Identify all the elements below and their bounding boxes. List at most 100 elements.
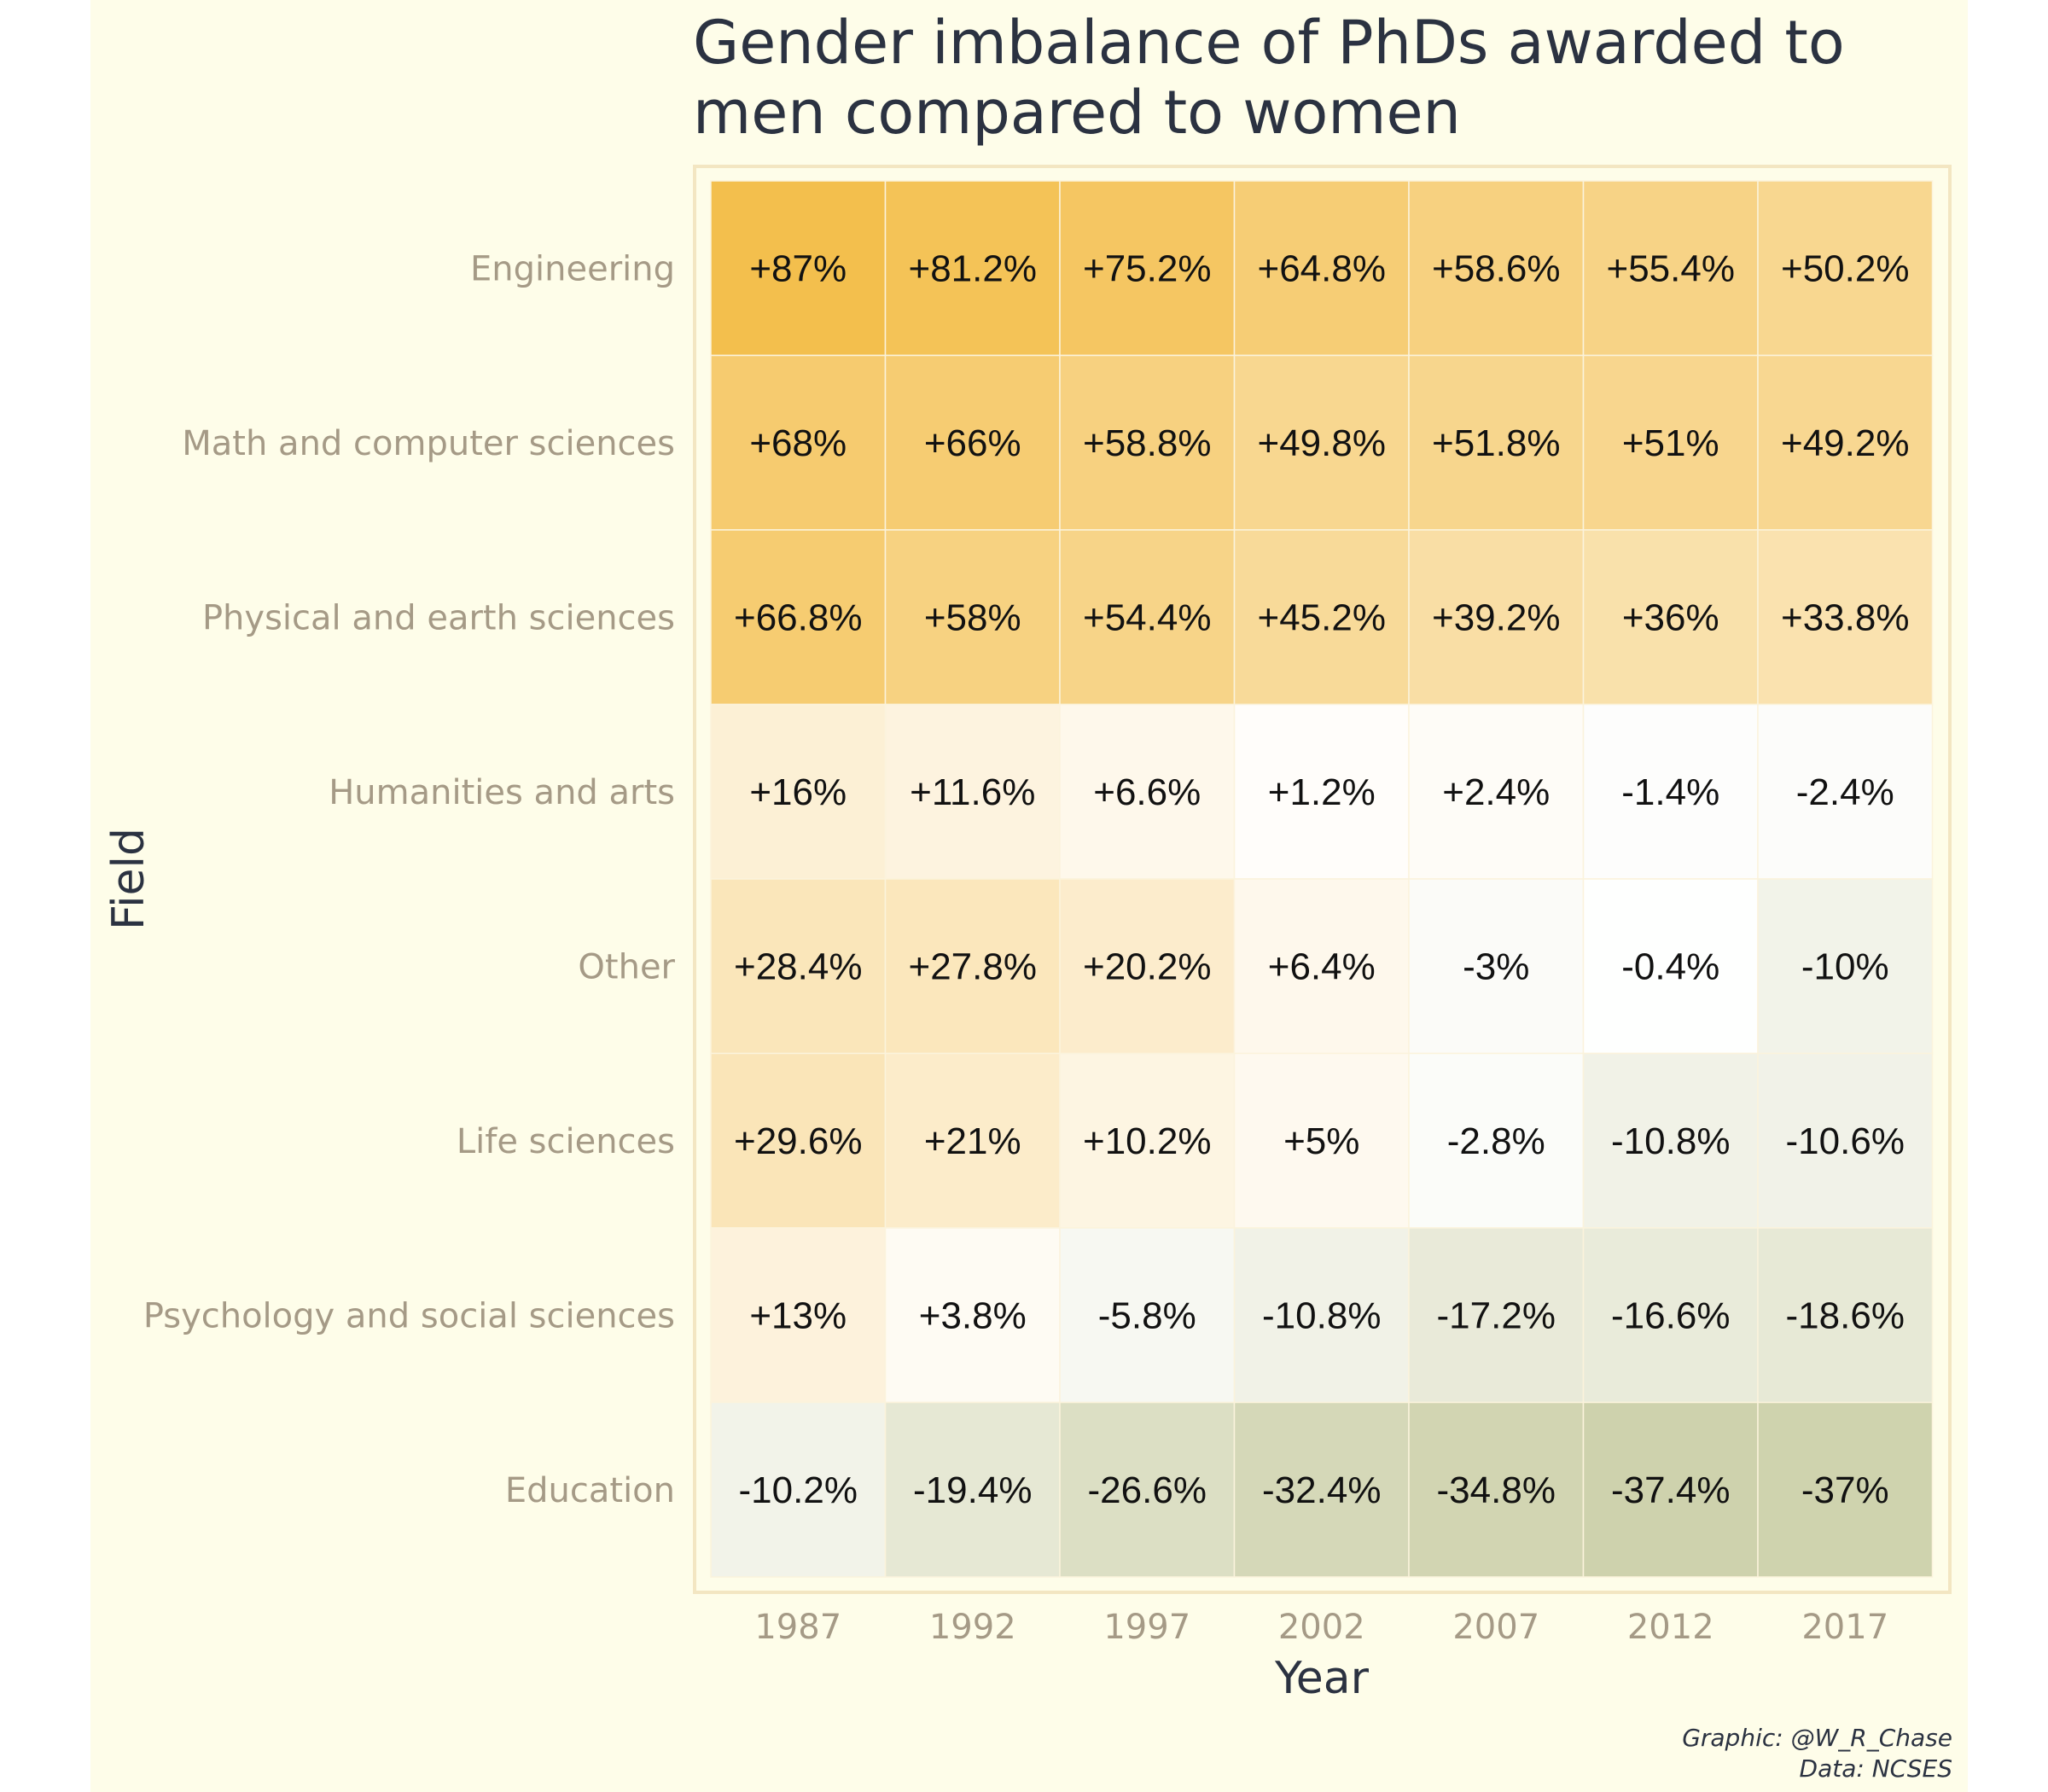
y-axis-tick-label: Humanities and arts [329, 773, 675, 812]
heatmap-cell-label: +13% [749, 1295, 847, 1336]
heatmap-cell-label: +6.4% [1268, 945, 1376, 987]
x-axis-tick-label: 2007 [1452, 1608, 1539, 1647]
heatmap-cell [1757, 878, 1934, 1055]
heatmap-cell-label: +54.4% [1083, 596, 1211, 638]
heatmap-cell-label: -10.8% [1611, 1120, 1730, 1162]
heatmap-cell-label: +51.8% [1432, 422, 1560, 464]
x-axis-tick-label: 1992 [929, 1608, 1016, 1647]
heatmap-cell [710, 529, 887, 706]
heatmap-cell-label: +75.2% [1083, 247, 1211, 289]
heatmap-cell-label: +5% [1283, 1120, 1359, 1162]
heatmap-cell-label: -10% [1801, 945, 1889, 987]
heatmap-cell-label: +49.2% [1781, 422, 1909, 464]
heatmap-cell-label: +45.2% [1258, 596, 1386, 638]
heatmap-cell [1408, 529, 1585, 706]
heatmap-cell-label: +51% [1622, 422, 1719, 464]
heatmap-cell [1233, 354, 1410, 531]
caption: Graphic: @W_R_Chase Data: NCSES [1682, 1724, 1952, 1783]
caption-data-source: Data: NCSES [1800, 1754, 1952, 1783]
heatmap-cell [1757, 354, 1934, 531]
heatmap-cell-label: -18.6% [1786, 1295, 1905, 1336]
heatmap-cell [1059, 703, 1236, 880]
heatmap-cell-label: -10.2% [739, 1469, 858, 1511]
heatmap-cell-label: +21% [924, 1120, 1021, 1162]
heatmap-cell-label: -2.4% [1796, 771, 1894, 813]
heatmap-cell-label: -0.4% [1621, 945, 1719, 987]
heatmap-cell-label: -26.6% [1088, 1469, 1207, 1511]
heatmap-cell-label: +27.8% [909, 945, 1037, 987]
heatmap-cell-label: -10.8% [1262, 1295, 1381, 1336]
heatmap-cell-label: +1.2% [1268, 771, 1376, 813]
heatmap-cell-label: +58.8% [1083, 422, 1211, 464]
heatmap-cell [1408, 354, 1585, 531]
heatmap-cell [1059, 529, 1236, 706]
heatmap-cell-label: +64.8% [1258, 247, 1386, 289]
heatmap-cell-label: -16.6% [1611, 1295, 1730, 1336]
heatmap-cell-label: +55.4% [1607, 247, 1735, 289]
heatmap-cell [1233, 1052, 1410, 1229]
y-axis-title: Field [103, 828, 154, 930]
heatmap-cell [710, 703, 887, 880]
heatmap-cell [1757, 1227, 1934, 1404]
heatmap-cell-label: +68% [749, 422, 847, 464]
heatmap-cell-label: +50.2% [1781, 247, 1909, 289]
heatmap-cell [1582, 703, 1759, 880]
heatmap-cell [1059, 1401, 1236, 1578]
heatmap-cell-label: +28.4% [734, 945, 862, 987]
heatmap-cell [884, 1052, 1061, 1229]
y-axis-tick-label: Engineering [470, 249, 675, 288]
heatmap-cell-label: +58% [924, 596, 1021, 638]
heatmap-cell [1757, 1401, 1934, 1578]
heatmap-cell-label: -17.2% [1437, 1295, 1556, 1336]
heatmap-cell-label: +29.6% [734, 1120, 862, 1162]
heatmap-cell-label: -37% [1801, 1469, 1889, 1511]
y-axis-tick-label: Life sciences [457, 1122, 675, 1161]
heatmap-cell [884, 1227, 1061, 1404]
heatmap-cell [1582, 878, 1759, 1055]
heatmap-cell-label: -5.8% [1098, 1295, 1196, 1336]
x-axis-tick-labels: 1987 1992 1997 2002 2007 2012 2017 [754, 1608, 1888, 1647]
y-axis-tick-label: Other [578, 947, 675, 986]
heatmap-cell [1582, 1401, 1759, 1578]
heatmap-cell [1582, 354, 1759, 531]
heatmap-cell [1408, 1227, 1585, 1404]
heatmap-cell-label: +16% [749, 771, 847, 813]
y-axis-tick-label: Math and computer sciences [182, 424, 675, 463]
heatmap-cell [1757, 180, 1934, 357]
heatmap-cell [710, 180, 887, 357]
heatmap-cell [1059, 180, 1236, 357]
heatmap-cell [1757, 1052, 1934, 1229]
plot-area-border [693, 165, 1952, 1594]
heatmap-cell-label: +58.6% [1432, 247, 1560, 289]
heatmap-cell-label: +87% [749, 247, 847, 289]
chart-title-line-1: Gender imbalance of PhDs awarded to [693, 8, 1845, 78]
heatmap-cell [1233, 1227, 1410, 1404]
heatmap-cell [884, 529, 1061, 706]
heatmap-cell [1757, 529, 1934, 706]
heatmap-cell [1059, 1227, 1236, 1404]
heatmap-cell [1408, 878, 1585, 1055]
x-axis-tick-label: 1997 [1103, 1608, 1190, 1647]
heatmap-cell [1233, 180, 1410, 357]
chart-title: Gender imbalance of PhDs awarded to men … [693, 8, 1845, 148]
heatmap-cells [710, 180, 1934, 1578]
heatmap-cell-label: +66.8% [734, 596, 862, 638]
y-axis-tick-label: Physical and earth sciences [202, 598, 675, 637]
heatmap-cell [1582, 529, 1759, 706]
chart-title-line-2: men compared to women [693, 78, 1461, 148]
x-axis-tick-label: 2017 [1801, 1608, 1888, 1647]
heatmap-cell [884, 354, 1061, 531]
heatmap-cell [1408, 1401, 1585, 1578]
y-axis-tick-label: Education [505, 1471, 675, 1510]
heatmap-cell-label: +33.8% [1781, 596, 1909, 638]
heatmap-cell-label: +3.8% [919, 1295, 1027, 1336]
heatmap-cell [884, 878, 1061, 1055]
x-axis-title: Year [1274, 1653, 1370, 1704]
y-axis-tick-labels: Engineering Math and computer sciences Phy… [143, 249, 676, 1510]
y-axis-tick-label: Psychology and social sciences [143, 1296, 675, 1335]
heatmap-cell-label: +10.2% [1083, 1120, 1211, 1162]
heatmap-cell-label: -3% [1463, 945, 1529, 987]
heatmap-cell [1582, 1052, 1759, 1229]
x-axis-tick-label: 2002 [1278, 1608, 1365, 1647]
